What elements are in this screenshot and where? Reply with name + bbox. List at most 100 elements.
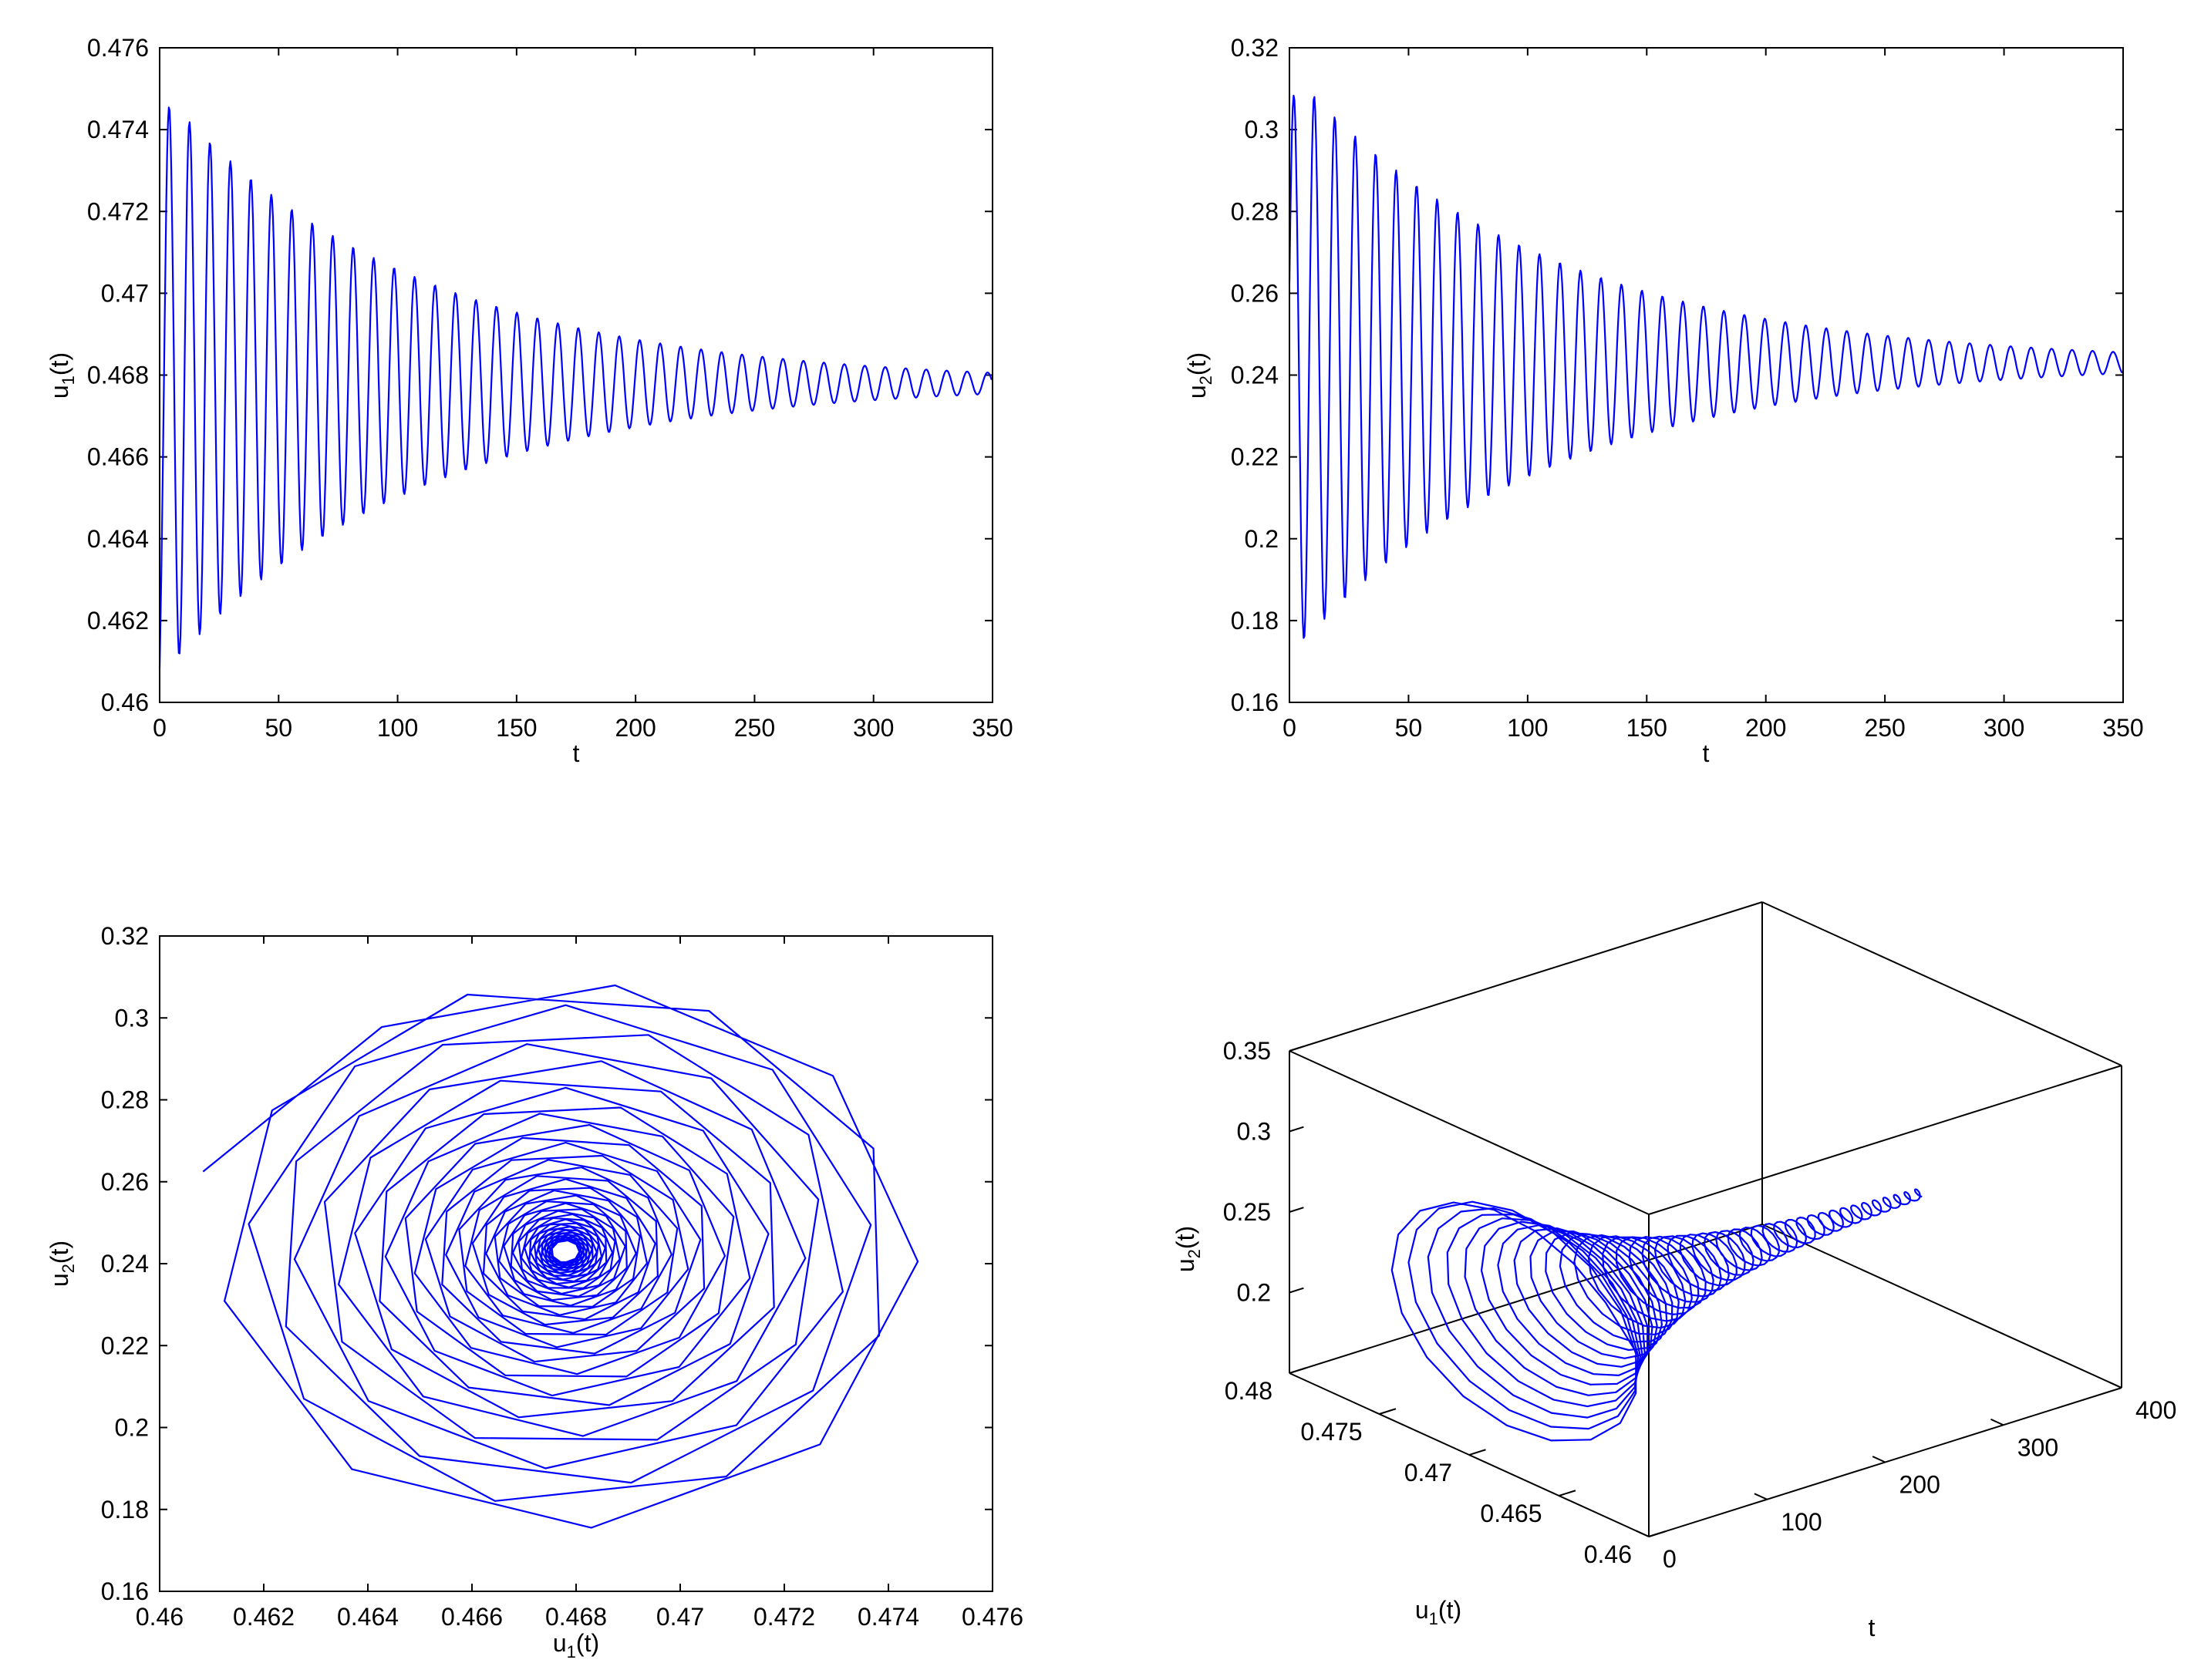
plot-u1-vs-t: 0 50 100 150 200 250 300 350 0.46 0.462 0.464 0.466… <box>46 34 1013 767</box>
p3-ytick-label: 0.32 <box>101 922 149 950</box>
p1-xlabel: t <box>573 739 580 767</box>
p4-zlabel: u2(t) <box>1171 1226 1204 1272</box>
p4-u2-tick <box>1289 1045 1304 1052</box>
p2-ytick-label: 0.28 <box>1231 197 1279 225</box>
p4-u1-tick-label: 0.465 <box>1480 1500 1542 1527</box>
p4-u1-tick <box>1648 1530 1666 1537</box>
p1-xtick-label: 200 <box>615 714 656 742</box>
p4-series-trajectory <box>1390 1188 1923 1442</box>
p1-axes-box <box>159 47 993 703</box>
p1-xtick-label: 300 <box>853 714 894 742</box>
p1-ytick-label: 0.464 <box>87 525 149 553</box>
plot-3d-trajectory: 0.46 0.465 0.47 0.475 0.48 0 100 200 300 400 0.2 0.… <box>1171 901 2177 1641</box>
p1-ytick-label: 0.47 <box>101 279 149 307</box>
p3-xtick-label: 0.462 <box>233 1603 295 1631</box>
p4-t-tick <box>2108 1381 2122 1389</box>
p3-ytick-label: 0.2 <box>115 1414 149 1442</box>
p1-xtick-label: 100 <box>377 714 418 742</box>
p2-ytick-label: 0.32 <box>1231 34 1279 62</box>
p3-xtick-label: 0.47 <box>656 1603 704 1631</box>
p2-ytick-label: 0.24 <box>1231 362 1279 389</box>
p4-box-edge <box>1648 1065 2122 1215</box>
p2-ytick-label: 0.3 <box>1245 116 1279 143</box>
p2-ytick-label: 0.18 <box>1231 607 1279 635</box>
p4-t-tick-label: 100 <box>1781 1508 1822 1536</box>
p1-series-u1 <box>158 106 993 668</box>
p4-box-edge <box>1289 1050 1650 1215</box>
plot-u2-vs-t: 0 50 100 150 200 250 300 350 0.16 0.18 0.2 0.22 0.24… <box>1183 34 2144 767</box>
p4-u2-tick-label: 0.35 <box>1223 1037 1271 1065</box>
p2-xtick-label: 50 <box>1395 714 1423 742</box>
p3-series-phase <box>202 984 919 1529</box>
p4-t-tick-label: 300 <box>2017 1433 2058 1461</box>
p2-xtick-label: 250 <box>1864 714 1905 742</box>
p4-t-tick <box>1636 1530 1650 1537</box>
p4-t-tick-label: 0 <box>1663 1545 1677 1573</box>
p3-ytick-label: 0.24 <box>101 1250 149 1278</box>
p4-u2-tick <box>1289 1126 1304 1133</box>
p1-ytick-label: 0.472 <box>87 197 149 225</box>
p1-ylabel: u1(t) <box>46 352 78 399</box>
p4-box-edges <box>1289 901 2122 1537</box>
p4-u1-tick-label: 0.48 <box>1225 1377 1272 1405</box>
p1-ytick-label: 0.462 <box>87 607 149 635</box>
p4-t-tick <box>1990 1418 2004 1426</box>
p3-ticks: 0.46 0.462 0.464 0.466 0.468 0.47 0.472 0.474 0.… <box>101 922 1023 1631</box>
p4-t-tick <box>1754 1493 1768 1500</box>
p3-ytick-label: 0.28 <box>101 1086 149 1114</box>
p3-xtick-label: 0.474 <box>858 1603 919 1631</box>
p4-u1-tick-label: 0.47 <box>1404 1459 1452 1486</box>
p2-xtick-label: 0 <box>1283 714 1296 742</box>
p2-axes-box <box>1289 47 2124 703</box>
p2-xtick-label: 100 <box>1507 714 1548 742</box>
p2-ytick-label: 0.22 <box>1231 443 1279 471</box>
p1-ticks: 0 50 100 150 200 250 300 350 0.46 0.462 0.464 0.466… <box>87 34 1013 742</box>
plot-phase-portrait: 0.46 0.462 0.464 0.466 0.468 0.47 0.472 0.474 0.… <box>46 922 1023 1661</box>
p3-xtick-label: 0.464 <box>337 1603 399 1631</box>
p3-xtick-label: 0.46 <box>136 1603 184 1631</box>
p3-ylabel: u2(t) <box>46 1241 78 1287</box>
p2-xtick-label: 300 <box>1984 714 2024 742</box>
p2-ytick-label: 0.2 <box>1245 525 1279 553</box>
p3-xtick-label: 0.466 <box>441 1603 503 1631</box>
p4-t-tick <box>1872 1456 1886 1463</box>
p4-u2-tick-label: 0.3 <box>1237 1118 1271 1146</box>
p3-ytick-label: 0.16 <box>101 1577 149 1605</box>
p3-ytick-label: 0.22 <box>101 1332 149 1359</box>
p4-box-edge <box>1289 901 1763 1052</box>
p3-ytick-label: 0.3 <box>115 1004 149 1032</box>
p2-ylabel: u2(t) <box>1183 352 1215 399</box>
p3-ytick-label: 0.26 <box>101 1168 149 1196</box>
p4-ticks: 0.46 0.465 0.47 0.475 0.48 0 100 200 300 400 0.2 0.… <box>1223 1037 2177 1573</box>
p4-xlabel: u1(t) <box>1415 1596 1461 1628</box>
p1-ytick-label: 0.476 <box>87 34 149 62</box>
p4-box-edge <box>1289 1224 1763 1374</box>
p2-ytick-label: 0.26 <box>1231 279 1279 307</box>
p4-u2-tick-label: 0.25 <box>1223 1198 1271 1226</box>
p2-xtick-label: 200 <box>1745 714 1786 742</box>
p2-xlabel: t <box>1703 739 1710 767</box>
p3-axes-box <box>159 935 993 1592</box>
p4-u2-tick <box>1289 1287 1304 1294</box>
p2-ticks: 0 50 100 150 200 250 300 350 0.16 0.18 0.2 0.22 0.24… <box>1231 34 2144 742</box>
p1-ytick-label: 0.466 <box>87 443 149 471</box>
p3-ytick-label: 0.18 <box>101 1496 149 1523</box>
p1-xtick-label: 50 <box>265 714 292 742</box>
p4-t-tick-label: 400 <box>2135 1396 2176 1424</box>
p1-ytick-label: 0.468 <box>87 362 149 389</box>
p3-xtick-label: 0.472 <box>753 1603 815 1631</box>
p3-xtick-label: 0.476 <box>962 1603 1023 1631</box>
p4-u1-tick <box>1468 1449 1486 1456</box>
p4-box-edge <box>1761 901 2122 1066</box>
p4-u1-tick <box>1559 1490 1576 1497</box>
p4-u1-tick <box>1289 1367 1306 1374</box>
p4-u1-tick-label: 0.46 <box>1584 1540 1632 1568</box>
p1-xtick-label: 150 <box>496 714 537 742</box>
p4-tlabel: t <box>1869 1614 1876 1641</box>
p3-xtick-label: 0.468 <box>545 1603 607 1631</box>
p1-xtick-label: 350 <box>972 714 1013 742</box>
p4-u1-tick-label: 0.475 <box>1300 1418 1362 1446</box>
p4-u2-tick <box>1289 1207 1304 1213</box>
p2-xtick-label: 350 <box>2102 714 2143 742</box>
